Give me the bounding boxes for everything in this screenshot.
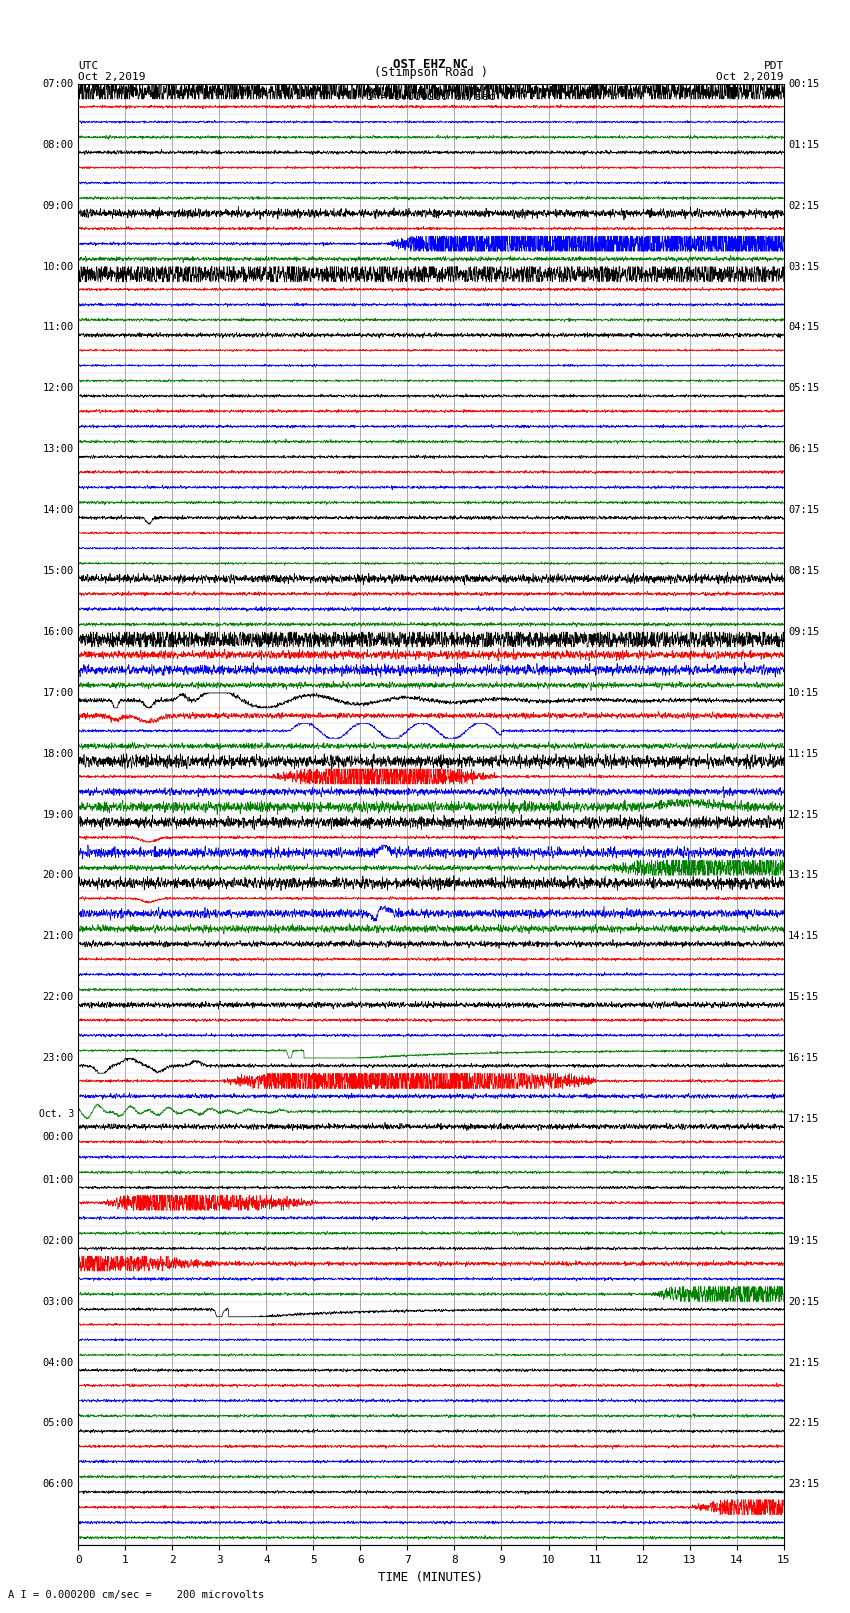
Text: 18:00: 18:00 bbox=[42, 748, 74, 758]
Text: 01:00: 01:00 bbox=[42, 1174, 74, 1186]
Text: 07:00: 07:00 bbox=[42, 79, 74, 89]
Text: OST EHZ NC: OST EHZ NC bbox=[394, 58, 468, 71]
Text: 02:15: 02:15 bbox=[788, 200, 819, 211]
Text: 02:00: 02:00 bbox=[42, 1236, 74, 1245]
Text: PDT: PDT bbox=[763, 61, 784, 71]
Text: 13:15: 13:15 bbox=[788, 871, 819, 881]
Text: 00:15: 00:15 bbox=[788, 79, 819, 89]
Text: 18:15: 18:15 bbox=[788, 1174, 819, 1186]
Text: UTC: UTC bbox=[78, 61, 99, 71]
Text: 20:00: 20:00 bbox=[42, 871, 74, 881]
Text: Oct. 3: Oct. 3 bbox=[39, 1110, 74, 1119]
Text: 21:00: 21:00 bbox=[42, 931, 74, 942]
Text: 04:00: 04:00 bbox=[42, 1358, 74, 1368]
Text: 14:15: 14:15 bbox=[788, 931, 819, 942]
Text: 17:15: 17:15 bbox=[788, 1115, 819, 1124]
Text: 23:00: 23:00 bbox=[42, 1053, 74, 1063]
Text: 14:00: 14:00 bbox=[42, 505, 74, 515]
Text: 21:15: 21:15 bbox=[788, 1358, 819, 1368]
Text: 19:15: 19:15 bbox=[788, 1236, 819, 1245]
Text: 09:15: 09:15 bbox=[788, 627, 819, 637]
Text: 11:15: 11:15 bbox=[788, 748, 819, 758]
Text: 10:15: 10:15 bbox=[788, 687, 819, 698]
Text: A I = 0.000200 cm/sec =    200 microvolts: A I = 0.000200 cm/sec = 200 microvolts bbox=[8, 1590, 264, 1600]
Text: 23:15: 23:15 bbox=[788, 1479, 819, 1489]
Text: 00:00: 00:00 bbox=[42, 1132, 74, 1142]
Text: 04:15: 04:15 bbox=[788, 323, 819, 332]
Text: 10:00: 10:00 bbox=[42, 261, 74, 271]
Text: I = 0.000200 cm/sec: I = 0.000200 cm/sec bbox=[367, 92, 495, 102]
Text: 06:15: 06:15 bbox=[788, 444, 819, 455]
Text: 01:15: 01:15 bbox=[788, 140, 819, 150]
Text: 15:15: 15:15 bbox=[788, 992, 819, 1002]
Text: 13:00: 13:00 bbox=[42, 444, 74, 455]
Text: 09:00: 09:00 bbox=[42, 200, 74, 211]
Text: 15:00: 15:00 bbox=[42, 566, 74, 576]
Text: 03:15: 03:15 bbox=[788, 261, 819, 271]
Text: 20:15: 20:15 bbox=[788, 1297, 819, 1307]
Text: 05:00: 05:00 bbox=[42, 1418, 74, 1429]
Text: 06:00: 06:00 bbox=[42, 1479, 74, 1489]
Text: 19:00: 19:00 bbox=[42, 810, 74, 819]
Text: Oct 2,2019: Oct 2,2019 bbox=[717, 73, 784, 82]
Text: 12:00: 12:00 bbox=[42, 384, 74, 394]
Text: 07:15: 07:15 bbox=[788, 505, 819, 515]
X-axis label: TIME (MINUTES): TIME (MINUTES) bbox=[378, 1571, 484, 1584]
Text: Oct 2,2019: Oct 2,2019 bbox=[78, 73, 145, 82]
Text: 08:15: 08:15 bbox=[788, 566, 819, 576]
Text: 16:00: 16:00 bbox=[42, 627, 74, 637]
Text: 17:00: 17:00 bbox=[42, 687, 74, 698]
Text: 08:00: 08:00 bbox=[42, 140, 74, 150]
Text: 16:15: 16:15 bbox=[788, 1053, 819, 1063]
Text: 03:00: 03:00 bbox=[42, 1297, 74, 1307]
Text: 22:00: 22:00 bbox=[42, 992, 74, 1002]
Text: 11:00: 11:00 bbox=[42, 323, 74, 332]
Text: 05:15: 05:15 bbox=[788, 384, 819, 394]
Text: 22:15: 22:15 bbox=[788, 1418, 819, 1429]
Text: (Stimpson Road ): (Stimpson Road ) bbox=[374, 66, 488, 79]
Text: 12:15: 12:15 bbox=[788, 810, 819, 819]
